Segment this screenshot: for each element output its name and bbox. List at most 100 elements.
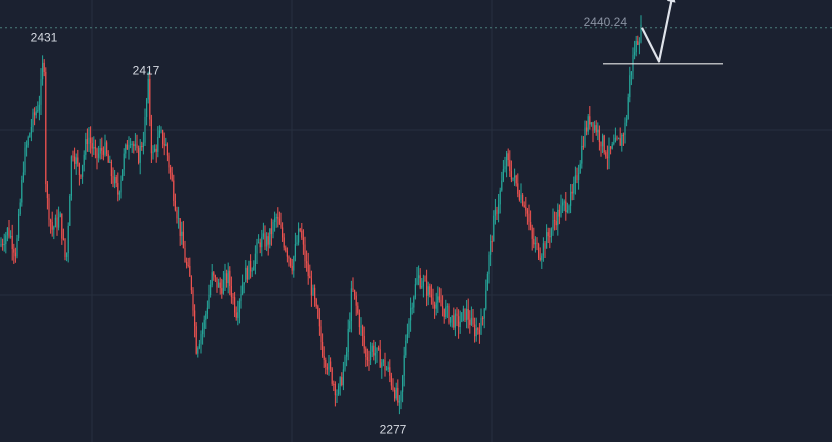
candle-body [99,148,101,154]
candle-body [80,175,82,177]
candle-body [541,255,543,260]
candle-body [154,148,156,152]
candle-body [429,286,431,295]
candle-body [453,315,455,328]
candle-body [2,243,4,245]
candle-body [64,238,66,257]
candle-body [19,202,21,215]
candle-body [456,313,458,317]
candle-body [195,326,197,354]
candle-body [22,172,24,180]
candle-body [290,258,292,266]
candle-body [163,144,165,146]
candle-body [21,179,23,203]
candle-body [229,270,231,286]
candle-body [187,264,189,266]
candle-body [258,242,260,244]
candle-body [246,267,248,280]
candle-body [482,317,484,319]
candle-body [514,175,516,178]
candle-body [245,267,247,283]
candle-body [280,224,282,228]
candle-body [560,205,562,217]
candle-body [515,175,517,184]
candle-body [555,221,557,226]
candle-body [224,273,226,281]
candle-body [166,144,168,156]
candle-body [53,227,55,230]
candle-body [226,273,228,284]
candle-body [318,317,320,327]
candle-body [197,348,199,354]
candle-body [370,351,372,360]
candle-body [506,153,508,167]
candle-body [614,137,616,143]
projection-arrow-head [666,0,676,3]
candle-body [11,235,13,250]
candle-body [499,190,501,205]
candle-body [472,317,474,325]
candle-body [341,377,343,386]
candle-body [38,104,40,111]
candle-body [477,328,479,330]
candle-body [574,175,576,183]
candle-body [434,304,436,309]
candle-body [475,328,477,337]
candle-body [373,345,375,356]
candle-body [296,242,298,245]
candle-body [285,247,287,251]
candle-body [491,241,493,243]
candle-body [157,137,159,152]
candle-body [58,216,60,228]
candle-body [539,257,541,260]
candle-body [325,360,327,367]
candle-body [277,217,279,219]
candle-body [534,242,536,245]
candle-body [378,347,380,350]
candle-body [302,237,304,245]
candle-body [35,111,37,116]
candle-body [357,305,359,313]
candle-body [46,184,48,199]
candle-body [61,213,63,239]
candle-body [589,116,591,125]
candle-body [531,227,533,239]
candle-body [109,161,111,163]
candle-body [358,312,360,328]
candle-body [408,320,410,334]
candle-body [206,307,208,314]
candle-body [568,205,570,211]
candle-body [37,110,39,112]
candle-body [549,236,551,238]
candle-body [490,241,492,255]
candle-body [381,362,383,368]
candle-body [168,155,170,168]
candle-body [253,266,255,271]
candle-body [40,79,42,105]
candle-body [54,217,56,228]
candle-body [450,317,452,323]
candle-body [546,232,548,249]
candle-body [214,275,216,278]
candle-body [291,265,293,271]
candle-body [293,256,295,271]
candle-body [458,316,460,328]
candle-body [333,383,335,385]
candle-body [360,326,362,328]
candle-body [8,227,10,237]
candle-body [69,195,71,226]
candle-body [467,308,469,320]
candle-body [306,261,308,264]
candle-body [93,147,95,149]
candle-body [640,24,642,43]
candle-body [613,142,615,145]
candle-body [558,209,560,217]
candle-body [251,270,253,272]
candle-body [232,297,234,299]
candle-body [406,333,408,341]
candle-body [120,180,122,193]
candle-body [342,369,344,386]
candle-body [91,143,93,149]
candle-body [368,359,370,361]
candle-body [392,385,394,390]
